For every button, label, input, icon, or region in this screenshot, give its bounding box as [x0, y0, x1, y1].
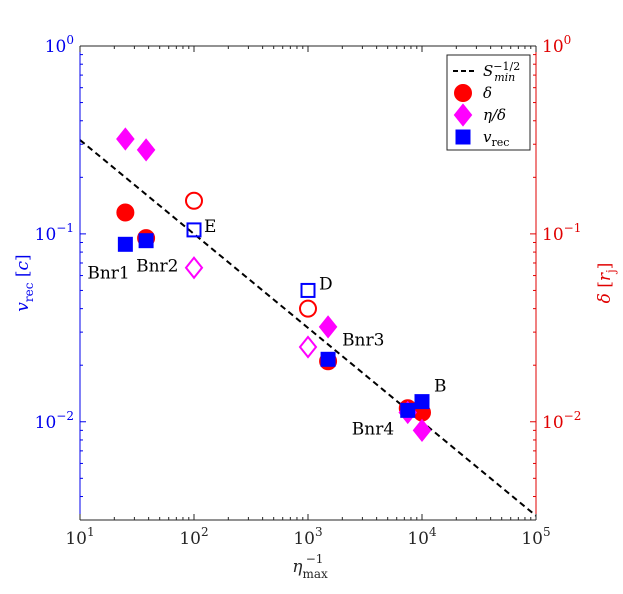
vrec-point — [300, 282, 316, 298]
vrec-point — [138, 233, 154, 249]
x-tick-label: 102 — [179, 525, 208, 549]
annotation-bnr3: Bnr3 — [342, 330, 384, 350]
y-axis-label-right: δ [rj] — [595, 263, 618, 304]
x-axis: 101 102 103 104 105 ηmax−1 — [65, 45, 551, 581]
x-tick-label: 104 — [407, 525, 437, 549]
delta-point — [299, 299, 317, 318]
vrec-point — [414, 394, 430, 410]
eta-delta-point — [136, 138, 156, 162]
annotation-bnr1: Bnr1 — [87, 263, 129, 283]
fit-line — [79, 139, 537, 517]
y-tick-label-right: 10−1 — [542, 221, 581, 245]
x-tick-label: 101 — [65, 525, 94, 549]
eta-delta-point — [298, 335, 318, 359]
delta-point — [185, 191, 203, 210]
legend-marker-eta-delta — [453, 103, 473, 127]
legend-marker-vrec — [455, 129, 471, 145]
vrec-point — [117, 236, 133, 252]
delta-point — [116, 203, 135, 222]
legend-label-fit: S−1/2 min — [483, 60, 520, 84]
plot-area: Bnr1 Bnr2 E D Bnr3 Bnr4 B — [79, 127, 537, 517]
left-y-axis: 10−2 10−1 100 vrec [c] — [13, 33, 86, 521]
eta-delta-point — [116, 127, 135, 151]
annotation-e: E — [204, 217, 216, 237]
y-axis-label-left: vrec [c] — [13, 254, 36, 311]
y-tick-label-left: 10−1 — [35, 221, 74, 245]
annotation-b: B — [434, 377, 447, 397]
right-y-axis: 10−2 10−1 100 δ [rj] — [530, 33, 618, 521]
x-tick-label: 103 — [293, 525, 322, 549]
annotation-d: D — [319, 274, 333, 294]
y-tick-label-right: 100 — [542, 33, 571, 57]
x-tick-label: 105 — [521, 525, 550, 549]
y-tick-label-right: 10−2 — [542, 409, 581, 433]
y-tick-label-left: 100 — [45, 33, 74, 57]
vrec-point — [320, 351, 336, 367]
vrec-point — [186, 222, 202, 238]
y-tick-label-left: 10−2 — [35, 409, 74, 433]
legend-label-eta-delta: η/δ — [483, 106, 506, 124]
eta-delta-point — [412, 418, 432, 442]
annotation-bnr4: Bnr4 — [352, 419, 394, 439]
annotation-bnr2: Bnr2 — [136, 257, 178, 277]
legend-label-delta: δ — [483, 84, 492, 102]
x-axis-label: ηmax−1 — [292, 552, 328, 581]
vrec-point — [400, 402, 416, 418]
eta-delta-point — [318, 315, 338, 339]
legend-label-vrec: vrec — [483, 128, 509, 149]
eta-delta-point — [184, 256, 204, 280]
legend-marker-delta — [454, 84, 472, 102]
